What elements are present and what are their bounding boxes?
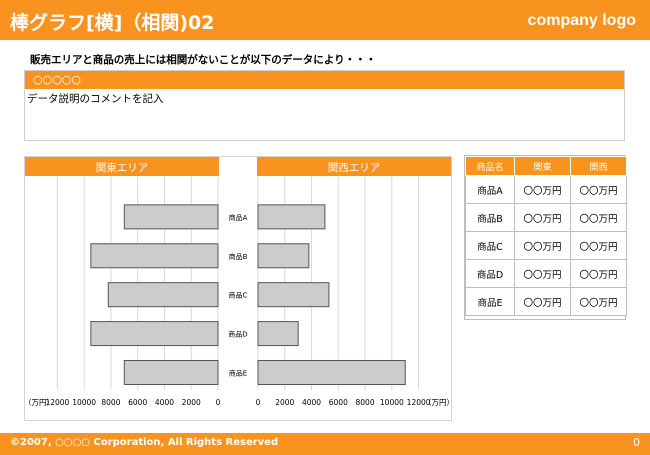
table-cell: 〇〇万円	[514, 259, 571, 288]
kansai-tick-label: 12000	[407, 398, 431, 407]
kanto-title-band	[25, 157, 219, 176]
table-cell: 〇〇万円	[514, 287, 571, 316]
kansai-axis-unit: （万円）	[424, 398, 453, 407]
kansai-bar	[257, 359, 406, 385]
kanto-bar	[123, 204, 219, 230]
kanto-bar	[123, 359, 219, 385]
table-row: 商品C 〇〇万円 〇〇万円	[465, 231, 627, 260]
kanto-bar	[107, 282, 219, 308]
table-cell: 〇〇万円	[570, 259, 627, 288]
table-cell: 〇〇万円	[514, 231, 571, 260]
table-cell: 〇〇万円	[514, 175, 571, 204]
kansai-bar	[257, 243, 310, 269]
kansai-bar	[257, 321, 299, 347]
table-header-product: 商品名	[465, 156, 515, 176]
kansai-tick-label: 2000	[275, 398, 294, 407]
table-row: 商品B 〇〇万円 〇〇万円	[465, 203, 627, 232]
bar-charts: 関東エリア020004000600080001000012000（万円）関西エリ…	[25, 157, 453, 407]
company-logo: company logo	[527, 12, 636, 29]
header-bar: 棒グラフ[横]（相関)02 company logo	[0, 0, 650, 40]
comment-heading: ○○○○○	[25, 71, 624, 89]
kansai-tick-label: 4000	[302, 398, 321, 407]
table-row: 商品D 〇〇万円 〇〇万円	[465, 259, 627, 288]
table-cell: 商品D	[465, 259, 515, 288]
kanto-tick-label: 4000	[155, 398, 174, 407]
category-label: 商品D	[228, 330, 247, 339]
comment-box: ○○○○○ データ説明のコメントを記入	[24, 70, 625, 141]
kansai-tick-label: 0	[256, 398, 261, 407]
page-subtitle: 販売エリアと商品の売上には相関がないことが以下のデータにより・・・	[30, 54, 377, 66]
category-label: 商品C	[229, 291, 248, 300]
table-cell: 〇〇万円	[570, 231, 627, 260]
kansai-tick-label: 6000	[329, 398, 348, 407]
category-label: 商品A	[229, 213, 248, 222]
category-label: 商品B	[229, 252, 248, 261]
table-header-row: 商品名 関東 関西	[465, 156, 627, 176]
table-cell: 商品A	[465, 175, 515, 204]
kansai-bar	[257, 282, 330, 308]
copyright-text: ©2007, ○○○○ Corporation, All Rights Rese…	[10, 437, 279, 448]
table-row: 商品E 〇〇万円 〇〇万円	[465, 287, 627, 316]
table-cell: 商品C	[465, 231, 515, 260]
data-table: 商品名 関東 関西 商品A 〇〇万円 〇〇万円 商品B 〇〇万円 〇〇万円 商品…	[465, 156, 627, 316]
table-cell: 〇〇万円	[570, 175, 627, 204]
kanto-tick-label: 0	[216, 398, 221, 407]
kanto-tick-label: 6000	[128, 398, 147, 407]
chart-panel: 関東エリア 0 2000 4000 6000 8000 10000 12000 （万円） 関西エリ…	[24, 156, 453, 421]
kanto-tick-label: 10000	[72, 398, 96, 407]
kanto-chart-title: 関東エリア	[96, 161, 149, 174]
table-cell: 商品E	[465, 287, 515, 316]
kanto-bar	[90, 243, 219, 269]
kanto-tick-label: 2000	[182, 398, 201, 407]
table-cell: 商品B	[465, 203, 515, 232]
table-header-kansai: 関西	[570, 156, 627, 176]
kanto-axis-unit: （万円）	[25, 398, 54, 407]
kansai-tick-label: 10000	[380, 398, 404, 407]
kanto-bar	[90, 321, 219, 347]
kansai-chart-title: 関西エリア	[328, 162, 381, 174]
kansai-title-band	[257, 157, 451, 176]
table-cell: 〇〇万円	[514, 203, 571, 232]
kanto-tick-label: 8000	[101, 398, 120, 407]
kansai-tick-label: 8000	[356, 398, 375, 407]
table-cell: 〇〇万円	[570, 203, 627, 232]
comment-text: データ説明のコメントを記入	[27, 93, 164, 105]
page-title: 棒グラフ[横]（相関)02	[10, 12, 215, 34]
table-row: 商品A 〇〇万円 〇〇万円	[465, 175, 627, 204]
table-header-kanto: 関東	[514, 156, 571, 176]
table-cell: 〇〇万円	[570, 287, 627, 316]
kanto-tick-label: 12000	[45, 398, 69, 407]
category-label: 商品E	[229, 368, 247, 377]
footer-bar: ©2007, ○○○○ Corporation, All Rights Rese…	[0, 433, 650, 455]
page-number: 0	[633, 436, 640, 449]
kansai-bar	[257, 204, 326, 230]
